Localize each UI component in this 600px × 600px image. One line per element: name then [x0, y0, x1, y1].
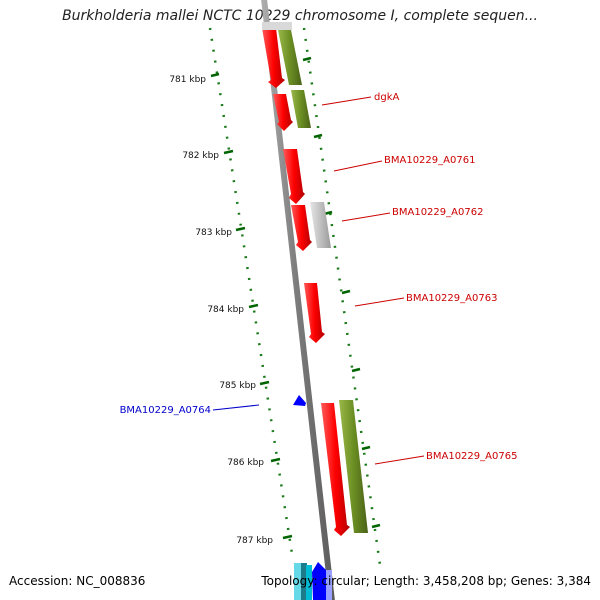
gene-label-BMA10229_A0764[interactable]: BMA10229_A0764 [120, 405, 211, 416]
tick-786: 786 kbp [227, 457, 281, 468]
tick-787: 787 kbp [236, 534, 293, 546]
gene-label-BMA10229_A0761[interactable]: BMA10229_A0761 [384, 155, 475, 166]
tick-783: 783 kbp [195, 226, 246, 238]
gene-feature-BMA10229_A0765[interactable] [321, 403, 350, 536]
svg-text:784 kbp: 784 kbp [207, 305, 244, 315]
gene-feature-BMA10229_A0763[interactable] [304, 283, 325, 343]
inner-ring [208, 27, 295, 561]
map-title: Burkholderia mallei NCTC 10229 chromosom… [62, 8, 538, 24]
outer-ring [302, 27, 382, 566]
gene-feature-BMA10229_A0762[interactable] [291, 205, 312, 251]
top-gray-cap [262, 22, 292, 30]
tick-781: 781 kbp [169, 72, 220, 85]
svg-text:782 kbp: 782 kbp [182, 151, 219, 161]
gene-feature-BMA10229_A0764[interactable] [293, 395, 306, 406]
gene-feature-dgkA[interactable] [273, 94, 293, 131]
backbone [261, 0, 335, 600]
svg-text:783 kbp: 783 kbp [195, 228, 232, 238]
olive-feature-3[interactable] [339, 400, 368, 533]
svg-text:786 kbp: 786 kbp [227, 458, 264, 468]
gene-label-BMA10229_A0762[interactable]: BMA10229_A0762 [392, 207, 483, 218]
bottom-features [294, 562, 332, 600]
genome-stats-text: Topology: circular; Length: 3,458,208 bp… [261, 574, 591, 588]
gene-feature-BMA10229_A0761[interactable] [283, 149, 305, 204]
svg-text:785 kbp: 785 kbp [219, 381, 256, 391]
tick-785: 785 kbp [219, 380, 270, 391]
olive-feature-2[interactable] [291, 90, 311, 128]
gene-label-BMA10229_A0763[interactable]: BMA10229_A0763 [406, 293, 497, 304]
tick-784: 784 kbp [207, 303, 259, 315]
label-leaders [212, 96, 425, 465]
svg-text:787 kbp: 787 kbp [236, 536, 273, 546]
gene-label-dgkA[interactable]: dgkA [374, 92, 399, 103]
gene-label-BMA10229_A0765[interactable]: BMA10229_A0765 [426, 451, 517, 462]
tick-782: 782 kbp [182, 149, 234, 161]
gray-feature[interactable] [310, 202, 331, 248]
gene-feature-top-red[interactable] [262, 28, 285, 88]
olive-feature-top[interactable] [278, 30, 302, 85]
svg-text:781 kbp: 781 kbp [169, 75, 206, 85]
accession-text: Accession: NC_008836 [9, 574, 146, 588]
